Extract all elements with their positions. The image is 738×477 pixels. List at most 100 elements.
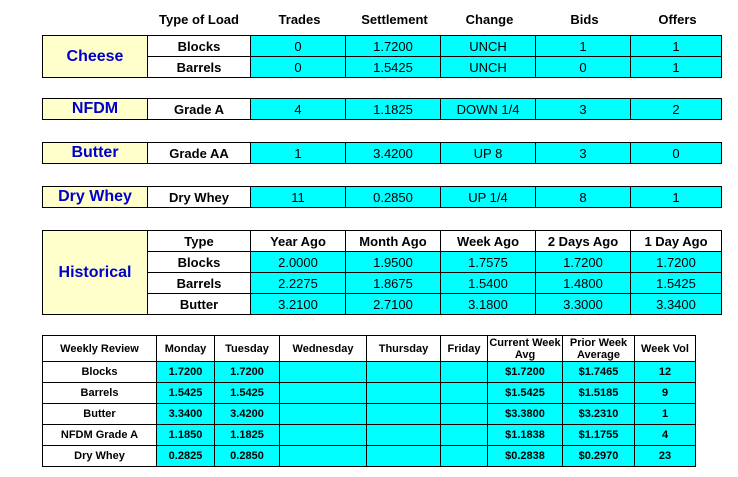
weekly-cell <box>440 361 488 383</box>
historical-value: 1.9500 <box>345 251 441 273</box>
weekly-cell: 9 <box>634 382 696 404</box>
historical-value: 1.5400 <box>440 272 536 294</box>
drywhey-bids: 8 <box>535 186 631 208</box>
historical-value: 1.7575 <box>440 251 536 273</box>
weekly-cell <box>366 424 441 446</box>
weekly-header-friday: Friday <box>440 335 488 362</box>
weekly-cell: 1.1825 <box>214 424 280 446</box>
cheese-barrels-type: Barrels <box>147 56 251 78</box>
weekly-cell: 1 <box>634 403 696 425</box>
weekly-cell: $1.5185 <box>562 382 635 404</box>
weekly-cell: 3.4200 <box>214 403 280 425</box>
weekly-header-tuesday: Tuesday <box>214 335 280 362</box>
weekly-cell <box>366 403 441 425</box>
weekly-cell <box>279 403 367 425</box>
weekly-cell: 4 <box>634 424 696 446</box>
cheese-table: Cheese Blocks 0 1.7200 UNCH 1 1 Barrels … <box>42 35 722 78</box>
weekly-row: Barrels 1.5425 1.5425 $1.5425 $1.5185 9 <box>42 382 696 404</box>
historical-header-type: Type <box>147 230 251 252</box>
historical-value: 1.7200 <box>630 251 722 273</box>
weekly-cell <box>366 361 441 383</box>
historical-value: 1.7200 <box>535 251 631 273</box>
weekly-header-thursday: Thursday <box>366 335 441 362</box>
historical-row: Butter 3.2100 2.7100 3.1800 3.3000 3.340… <box>43 293 722 315</box>
weekly-cell: $3.3800 <box>487 403 563 425</box>
weekly-cell <box>440 403 488 425</box>
cheese-blocks-settlement: 1.7200 <box>345 35 441 57</box>
historical-header-year-ago: Year Ago <box>250 230 346 252</box>
butter-bids: 3 <box>535 142 631 164</box>
weekly-row-label: NFDM Grade A <box>42 424 157 446</box>
weekly-cell: 0.2850 <box>214 445 280 467</box>
header-type-of-load: Type of Load <box>159 12 239 27</box>
drywhey-offers: 1 <box>630 186 722 208</box>
nfdm-bids: 3 <box>535 98 631 120</box>
nfdm-settlement: 1.1825 <box>345 98 441 120</box>
weekly-review-table: Weekly Review Monday Tuesday Wednesday T… <box>42 335 696 467</box>
cheese-label: Cheese <box>42 35 148 78</box>
weekly-header-week-vol: Week Vol <box>634 335 696 362</box>
historical-value: 1.8675 <box>345 272 441 294</box>
header-change: Change <box>465 12 514 27</box>
weekly-header-current-week-avg: Current Week Avg <box>487 335 563 362</box>
butter-label: Butter <box>42 142 148 164</box>
weekly-cell: $0.2970 <box>562 445 635 467</box>
butter-type: Grade AA <box>147 142 251 164</box>
historical-value: 1.4800 <box>535 272 631 294</box>
weekly-row-label: Barrels <box>42 382 157 404</box>
cheese-barrels-bids: 0 <box>535 56 631 78</box>
weekly-cell <box>440 424 488 446</box>
butter-table: Butter Grade AA 1 3.4200 UP 8 3 0 <box>42 142 722 164</box>
historical-value: 3.2100 <box>250 293 346 315</box>
butter-change: UP 8 <box>440 142 536 164</box>
drywhey-trades: 11 <box>250 186 346 208</box>
cheese-blocks-type: Blocks <box>147 35 251 57</box>
butter-settlement: 3.4200 <box>345 142 441 164</box>
weekly-cell: 12 <box>634 361 696 383</box>
weekly-cell <box>279 424 367 446</box>
nfdm-label: NFDM <box>42 98 148 120</box>
historical-type: Barrels <box>147 272 251 294</box>
header-offers: Offers <box>658 12 697 27</box>
historical-value: 2.0000 <box>250 251 346 273</box>
drywhey-settlement: 0.2850 <box>345 186 441 208</box>
historical-value: 3.3400 <box>630 293 722 315</box>
weekly-cell: $1.5425 <box>487 382 563 404</box>
nfdm-change: DOWN 1/4 <box>440 98 536 120</box>
weekly-cell: $1.1838 <box>487 424 563 446</box>
nfdm-type: Grade A <box>147 98 251 120</box>
drywhey-label: Dry Whey <box>42 186 148 208</box>
weekly-cell: $1.7200 <box>487 361 563 383</box>
historical-value: 2.2275 <box>250 272 346 294</box>
weekly-cell: 23 <box>634 445 696 467</box>
drywhey-type: Dry Whey <box>147 186 251 208</box>
cheese-barrels-settlement: 1.5425 <box>345 56 441 78</box>
cheese-blocks-bids: 1 <box>535 35 631 57</box>
cheese-blocks-offers: 1 <box>630 35 722 57</box>
historical-header-month-ago: Month Ago <box>345 230 441 252</box>
weekly-cell <box>366 382 441 404</box>
weekly-header-monday: Monday <box>156 335 215 362</box>
weekly-cell: 1.5425 <box>214 382 280 404</box>
weekly-cell: 1.5425 <box>156 382 215 404</box>
butter-offers: 0 <box>630 142 722 164</box>
weekly-cell <box>279 445 367 467</box>
weekly-cell: $0.2838 <box>487 445 563 467</box>
historical-header-2-days-ago: 2 Days Ago <box>535 230 631 252</box>
cheese-barrels-trades: 0 <box>250 56 346 78</box>
historical-value: 3.1800 <box>440 293 536 315</box>
weekly-cell <box>440 382 488 404</box>
cheese-blocks-change: UNCH <box>440 35 536 57</box>
weekly-cell: 1.1850 <box>156 424 215 446</box>
weekly-row: Dry Whey 0.2825 0.2850 $0.2838 $0.2970 2… <box>42 445 696 467</box>
historical-value: 1.5425 <box>630 272 722 294</box>
weekly-cell: $1.7465 <box>562 361 635 383</box>
weekly-cell: $3.2310 <box>562 403 635 425</box>
weekly-cell: 0.2825 <box>156 445 215 467</box>
weekly-cell: 1.7200 <box>214 361 280 383</box>
cheese-barrels-change: UNCH <box>440 56 536 78</box>
weekly-cell <box>366 445 441 467</box>
nfdm-table: NFDM Grade A 4 1.1825 DOWN 1/4 3 2 <box>42 98 722 120</box>
weekly-row: Blocks 1.7200 1.7200 $1.7200 $1.7465 12 <box>42 361 696 383</box>
weekly-header-review: Weekly Review <box>42 335 157 362</box>
